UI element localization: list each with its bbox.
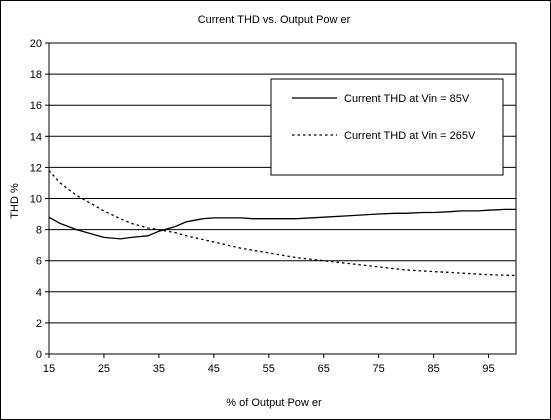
y-tick-label: 18 bbox=[30, 69, 42, 81]
y-tick-label: 20 bbox=[30, 38, 42, 50]
x-axis-label: % of Output Pow er bbox=[226, 397, 322, 409]
x-tick-label: 25 bbox=[98, 363, 110, 375]
y-tick-label: 12 bbox=[30, 162, 42, 174]
series-line-2 bbox=[48, 170, 517, 277]
x-tick-label: 45 bbox=[208, 363, 220, 375]
y-tick-label: 10 bbox=[30, 194, 42, 206]
legend-label-1: Current THD at Vin = 85V bbox=[344, 93, 470, 105]
y-tick-label: 16 bbox=[30, 100, 42, 112]
series-line-1 bbox=[48, 208, 516, 240]
x-tick-label: 85 bbox=[427, 363, 439, 375]
x-tick-label: 55 bbox=[263, 363, 275, 375]
y-tick-label: 6 bbox=[36, 256, 42, 268]
legend-box bbox=[270, 78, 504, 176]
y-tick-label: 4 bbox=[36, 287, 42, 299]
x-tick-label: 95 bbox=[482, 363, 494, 375]
chart-title: Current THD vs. Output Pow er bbox=[198, 14, 351, 26]
legend-label-2: Current THD at Vin = 265V bbox=[344, 130, 476, 142]
x-tick-label: 65 bbox=[318, 363, 330, 375]
x-tick-label: 75 bbox=[373, 363, 385, 375]
x-tick-label: 15 bbox=[43, 363, 55, 375]
y-tick-label: 8 bbox=[36, 225, 42, 237]
y-tick-label: 14 bbox=[30, 131, 42, 143]
y-tick-label: 0 bbox=[36, 349, 42, 361]
y-tick-label: 2 bbox=[36, 318, 42, 330]
y-axis-label: THD % bbox=[9, 183, 21, 219]
x-tick-label: 35 bbox=[153, 363, 165, 375]
